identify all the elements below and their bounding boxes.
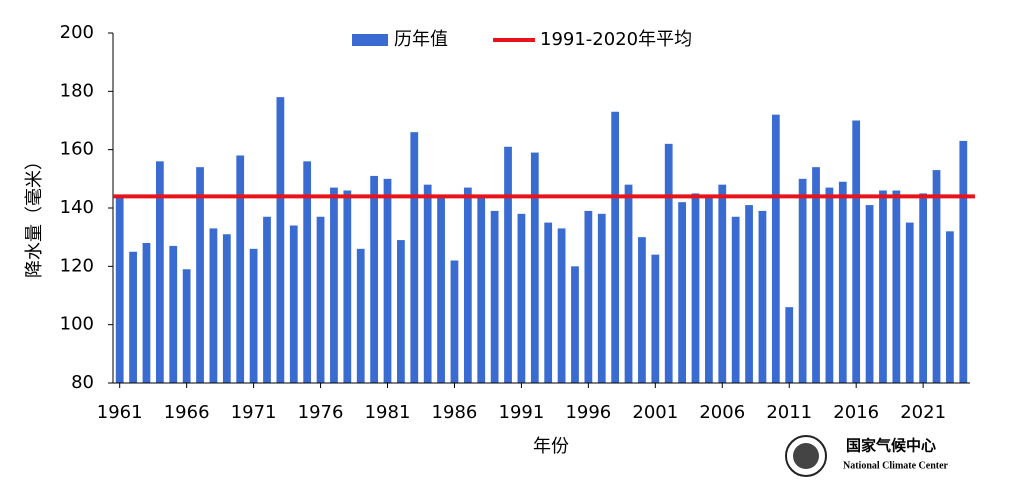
bar (838, 181, 847, 383)
bar (879, 190, 887, 383)
bar (129, 251, 137, 383)
y-tick-label: 180 (60, 80, 94, 101)
bar (932, 170, 941, 383)
bar (397, 240, 405, 383)
bar (624, 184, 633, 383)
bar (651, 254, 660, 383)
bar (731, 216, 740, 383)
bar (959, 140, 968, 383)
bar (571, 266, 579, 383)
bar (798, 178, 807, 383)
y-tick-label: 80 (71, 372, 94, 393)
logo-icon (785, 435, 827, 477)
logo-subtitle: National Climate Center (843, 460, 949, 471)
bar (437, 196, 445, 383)
bar (597, 213, 606, 383)
legend-label: 历年值 (394, 29, 448, 50)
logo-icon (793, 443, 819, 469)
bar (638, 237, 646, 383)
bar (370, 175, 379, 383)
bar (236, 155, 245, 383)
bar (664, 143, 673, 383)
bar (343, 190, 352, 383)
bar (330, 187, 338, 383)
bar (303, 161, 312, 383)
legend-swatch (352, 34, 388, 46)
logo: 国家气候中心 National Climate Center (785, 435, 949, 477)
bar (276, 97, 285, 384)
bar (678, 202, 686, 383)
bar (812, 167, 820, 383)
y-tick-label: 140 (60, 197, 94, 218)
bar (758, 210, 767, 383)
y-axis-label: 降水量（毫米） (24, 152, 45, 278)
bar (504, 146, 512, 383)
bar (865, 205, 874, 383)
bar (946, 231, 954, 383)
x-tick-label: 2016 (833, 402, 879, 423)
x-tick-label: 1971 (231, 402, 277, 423)
bar (289, 225, 298, 383)
bar (423, 184, 432, 383)
bar (919, 193, 928, 383)
bar (169, 245, 178, 383)
x-tick-label: 1976 (298, 402, 344, 423)
bar (771, 114, 780, 384)
y-tick-label: 100 (60, 314, 94, 335)
x-tick-label: 1986 (432, 402, 478, 423)
logo-title: 国家气候中心 (846, 437, 936, 455)
bar (209, 228, 218, 383)
bar (263, 216, 271, 383)
bar (517, 213, 526, 383)
bar (584, 210, 593, 383)
x-tick-label: 1991 (499, 402, 545, 423)
bar (892, 190, 901, 383)
legend-label: 1991-2020年平均 (540, 29, 692, 50)
bar (222, 234, 231, 383)
bar (410, 132, 419, 383)
bar (905, 222, 914, 383)
bar (142, 243, 151, 383)
bar (530, 152, 539, 383)
bar (316, 216, 325, 383)
x-tick-label: 2021 (900, 402, 946, 423)
bar (825, 187, 834, 383)
bar (356, 248, 365, 383)
bar (182, 269, 191, 383)
bar (852, 120, 861, 383)
bar (155, 161, 164, 383)
bar (611, 111, 620, 383)
bar (249, 248, 258, 383)
bar (544, 222, 553, 383)
x-tick-label: 2001 (632, 402, 678, 423)
x-axis-label: 年份 (533, 436, 569, 457)
y-tick-label: 200 (60, 22, 94, 43)
bar (115, 196, 124, 383)
bar (490, 210, 499, 383)
x-tick-label: 1961 (97, 402, 143, 423)
bar (450, 260, 459, 383)
bar (196, 167, 204, 383)
x-tick-label: 2011 (766, 402, 812, 423)
bar (691, 193, 700, 383)
x-tick-label: 1996 (565, 402, 611, 423)
bar (463, 187, 472, 383)
y-tick-label: 120 (60, 255, 94, 276)
bar (383, 178, 392, 383)
x-tick-label: 2006 (699, 402, 745, 423)
bar (477, 196, 486, 383)
x-tick-label: 1966 (164, 402, 210, 423)
bar (785, 307, 794, 383)
x-tick-label: 1981 (365, 402, 411, 423)
bar (704, 196, 713, 383)
y-tick-label: 160 (60, 139, 94, 160)
bar (557, 228, 566, 383)
bar (745, 205, 753, 383)
bar (718, 184, 727, 383)
